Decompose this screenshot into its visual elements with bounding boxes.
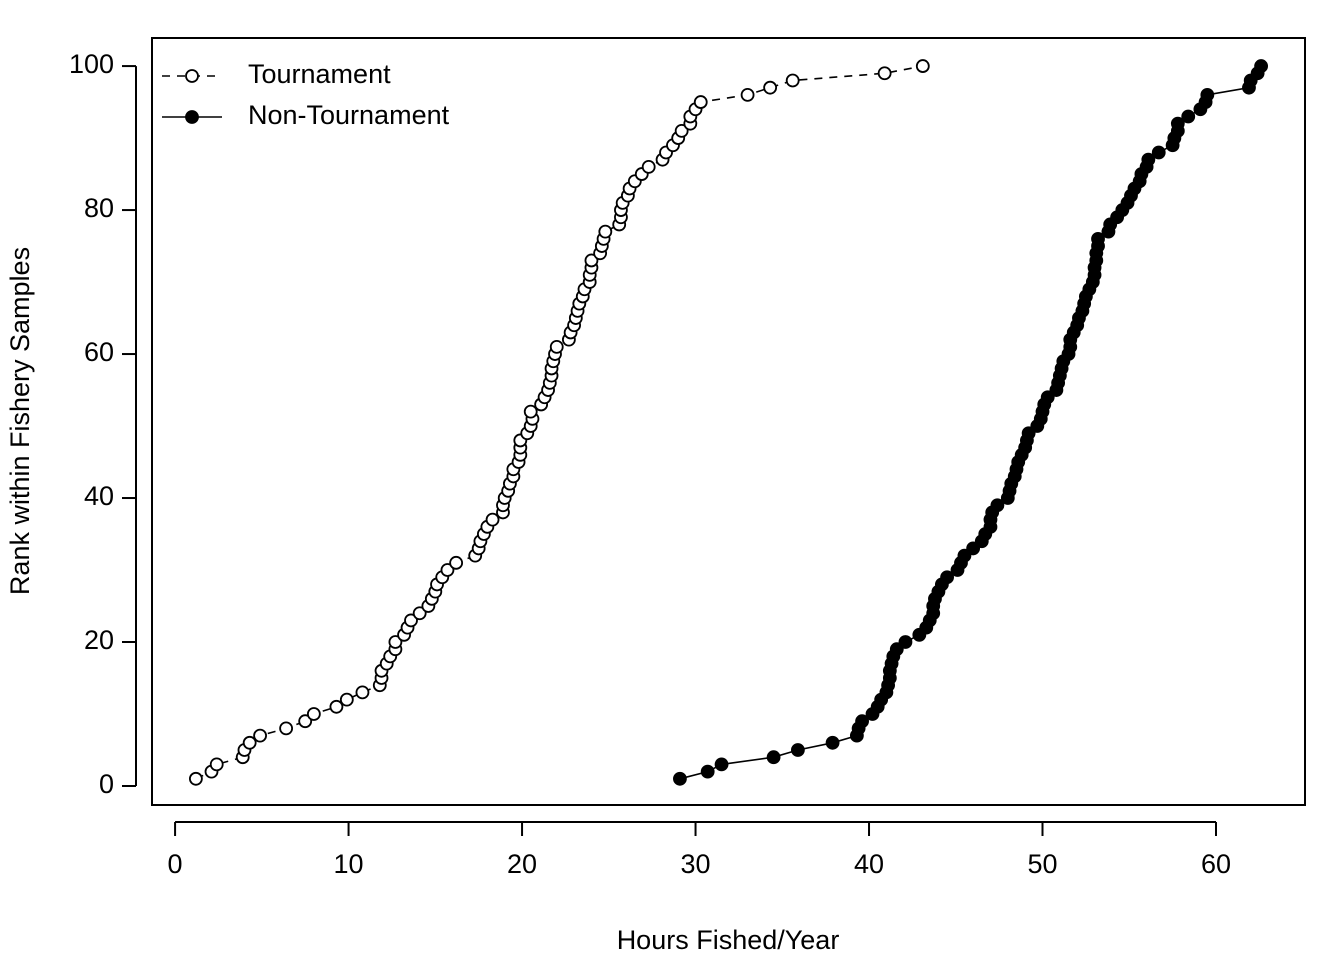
series-line bbox=[195, 65, 923, 780]
legend-marker bbox=[185, 69, 199, 83]
data-point bbox=[188, 771, 203, 786]
x-tick-label: 30 bbox=[681, 849, 711, 879]
data-point bbox=[449, 555, 464, 570]
data-point bbox=[940, 570, 954, 585]
data-point bbox=[855, 714, 869, 729]
y-tick-label: 40 bbox=[84, 481, 114, 511]
data-point bbox=[549, 339, 564, 354]
data-point bbox=[412, 606, 427, 621]
y-tick-label: 20 bbox=[84, 625, 114, 655]
y-axis-title: Rank within Fishery Samples bbox=[5, 247, 35, 595]
data-point bbox=[1151, 145, 1166, 160]
legend-label: Tournament bbox=[248, 59, 391, 89]
x-tick-label: 50 bbox=[1027, 849, 1057, 879]
x-tick-label: 20 bbox=[507, 849, 537, 879]
data-point bbox=[898, 635, 913, 649]
data-point bbox=[1181, 109, 1196, 124]
data-point bbox=[242, 735, 257, 750]
data-point bbox=[1170, 116, 1185, 131]
series-line bbox=[679, 65, 1262, 780]
data-point bbox=[673, 771, 687, 786]
data-point bbox=[485, 512, 500, 527]
data-point bbox=[915, 59, 930, 73]
x-tick-label: 60 bbox=[1201, 849, 1231, 879]
data-point bbox=[714, 757, 729, 772]
data-point bbox=[1021, 426, 1036, 441]
legend-label: Non-Tournament bbox=[248, 100, 450, 130]
data-point bbox=[693, 95, 708, 109]
x-tick-label: 0 bbox=[168, 849, 183, 879]
legend-marker bbox=[185, 110, 199, 124]
data-point bbox=[700, 764, 715, 779]
data-point bbox=[785, 73, 800, 88]
data-point bbox=[388, 635, 403, 649]
data-point bbox=[674, 123, 689, 138]
x-tick-label: 10 bbox=[334, 849, 364, 879]
y-tick-label: 80 bbox=[84, 193, 114, 223]
y-tick-label: 0 bbox=[99, 769, 114, 799]
data-point bbox=[523, 404, 538, 419]
data-point bbox=[209, 757, 224, 772]
data-point bbox=[584, 253, 599, 268]
data-point bbox=[740, 87, 755, 102]
data-point bbox=[355, 685, 370, 700]
data-point bbox=[298, 714, 313, 729]
y-tick-label: 100 bbox=[69, 49, 114, 79]
data-point bbox=[641, 159, 656, 174]
data-point bbox=[253, 728, 267, 743]
y-tick-label: 60 bbox=[84, 337, 114, 367]
data-point bbox=[440, 563, 455, 577]
data-point bbox=[279, 721, 294, 736]
data-point bbox=[825, 735, 840, 750]
data-point bbox=[404, 613, 418, 628]
data-point bbox=[966, 541, 981, 556]
data-point bbox=[763, 80, 778, 95]
plot-frame bbox=[151, 37, 1306, 806]
data-point bbox=[957, 548, 972, 563]
x-tick-label: 40 bbox=[854, 849, 884, 879]
data-point bbox=[1141, 152, 1156, 167]
data-point bbox=[1040, 390, 1055, 405]
data-point bbox=[990, 498, 1005, 513]
data-point bbox=[877, 66, 892, 81]
data-point bbox=[306, 707, 321, 721]
data-point bbox=[1200, 87, 1215, 102]
data-point bbox=[766, 750, 781, 765]
data-point bbox=[339, 692, 354, 707]
data-point bbox=[790, 743, 805, 757]
data-point bbox=[329, 699, 344, 714]
data-point bbox=[1091, 231, 1105, 246]
x-axis-title: Hours Fished/Year bbox=[617, 925, 840, 955]
data-point bbox=[889, 642, 904, 657]
data-point bbox=[598, 224, 613, 239]
data-point bbox=[1254, 59, 1269, 73]
